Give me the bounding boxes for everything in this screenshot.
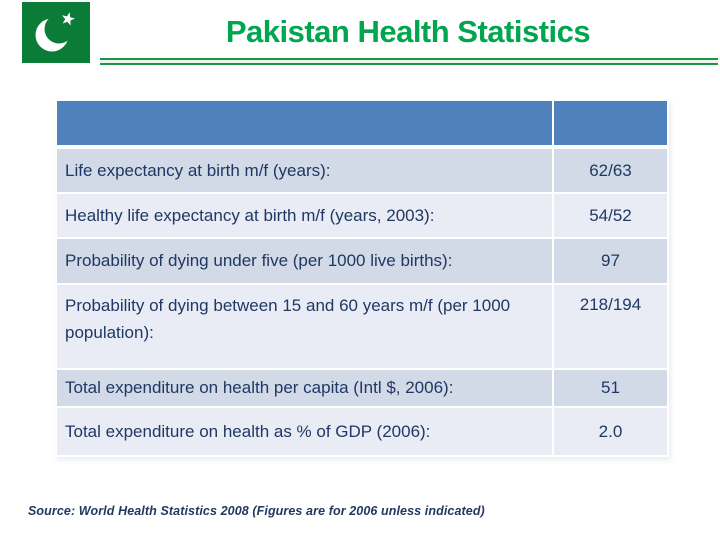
row-label: Healthy life expectancy at birth m/f (ye… bbox=[55, 192, 554, 239]
row-value: 51 bbox=[552, 368, 669, 408]
row-value: 2.0 bbox=[552, 406, 669, 457]
title-underline bbox=[100, 58, 718, 65]
table-row-under-five-mortality: Probability of dying under five (per 100… bbox=[55, 237, 669, 285]
row-label: Total expenditure on health as % of GDP … bbox=[55, 406, 554, 457]
table-row-health-expenditure-gdp: Total expenditure on health as % of GDP … bbox=[55, 406, 669, 457]
row-label: Total expenditure on health per capita (… bbox=[55, 368, 554, 408]
header-cell-value bbox=[552, 99, 669, 149]
table-row-adult-mortality: Probability of dying between 15 and 60 y… bbox=[55, 283, 669, 370]
row-label: Life expectancy at birth m/f (years): bbox=[55, 146, 554, 194]
slide-title: Pakistan Health Statistics bbox=[225, 14, 591, 49]
table-row-healthy-life-expectancy: Healthy life expectancy at birth m/f (ye… bbox=[55, 192, 669, 239]
row-value: 218/194 bbox=[552, 283, 669, 370]
row-label: Probability of dying between 15 and 60 y… bbox=[55, 283, 554, 370]
row-value: 62/63 bbox=[552, 146, 669, 194]
table-row-health-expenditure-per-capita: Total expenditure on health per capita (… bbox=[55, 368, 669, 408]
table-row-life-expectancy: Life expectancy at birth m/f (years): 62… bbox=[55, 146, 669, 194]
row-value: 54/52 bbox=[552, 192, 669, 239]
pakistan-flag-icon bbox=[22, 2, 90, 63]
health-statistics-table: Life expectancy at birth m/f (years): 62… bbox=[55, 99, 669, 457]
header-cell-indicator bbox=[55, 99, 554, 149]
source-note: Source: World Health Statistics 2008 (Fi… bbox=[28, 504, 485, 518]
table-header-row bbox=[55, 99, 669, 149]
row-label: Probability of dying under five (per 100… bbox=[55, 237, 554, 285]
row-value: 97 bbox=[552, 237, 669, 285]
